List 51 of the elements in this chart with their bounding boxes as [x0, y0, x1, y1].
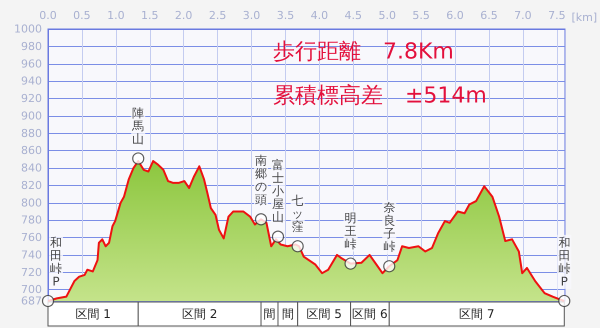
y-tick-label: 800: [21, 196, 42, 210]
y-tick-label: 780: [21, 214, 42, 227]
x-tick-label: 3.0: [242, 9, 260, 22]
y-tick-label: 920: [21, 92, 42, 106]
y-tick-label: 960: [21, 57, 42, 70]
annotation: 陣馬山: [131, 106, 144, 146]
x-tick-label: 2.0: [174, 9, 192, 22]
y-tick-label: 880: [21, 126, 42, 140]
x-tick-label: 5.5: [412, 9, 430, 22]
y-tick-label: 940: [21, 74, 42, 88]
x-tick-label: 4.0: [310, 9, 328, 22]
text: 累積標高差 ±514m: [273, 84, 487, 108]
text: 間: [282, 307, 294, 321]
x-tick-label: 0.5: [73, 9, 91, 22]
annotation: 南郷の頭: [255, 154, 268, 207]
y-tick-label: 720: [21, 266, 42, 279]
x-tick-label: 0.0: [39, 9, 57, 22]
y-tick-label: 840: [21, 162, 42, 175]
text: 区間 5: [306, 307, 342, 321]
annotation: 和田峠P: [558, 235, 570, 288]
x-tick-label: 4.5: [344, 9, 362, 22]
x-tick-label: 3.5: [276, 9, 294, 22]
text: 区間 2: [182, 307, 218, 321]
y-tick-label: 900: [21, 109, 42, 122]
text: 区間 7: [459, 307, 494, 321]
y-tick-label: 1000: [14, 22, 42, 36]
x-axis-title: [km]: [571, 11, 598, 24]
y-tick-label: 980: [21, 40, 42, 53]
text: 間: [264, 307, 276, 321]
annotation: 明王峠: [344, 211, 357, 252]
x-tick-label: 1.0: [107, 9, 125, 22]
annotation: 七ッ窪: [292, 194, 304, 234]
y-tick-label: 740: [21, 248, 42, 262]
annotation: 奈良子峠: [383, 200, 396, 254]
x-tick-label: 6.5: [480, 9, 498, 22]
x-tick-label: 7.5: [548, 9, 566, 22]
text: 区間 1: [75, 307, 111, 321]
x-tick-label: 7.0: [514, 9, 532, 22]
y-tick-label: 760: [21, 231, 42, 244]
y-tick-label: 860: [21, 144, 42, 158]
x-tick-label: 2.5: [208, 9, 226, 22]
x-tick-label: 1.5: [141, 9, 159, 22]
y-tick-label: 820: [21, 178, 42, 192]
x-tick-label: 6.0: [446, 9, 464, 22]
x-tick-label: 5.0: [378, 9, 396, 22]
y-tick-label: 687: [21, 294, 42, 308]
annotation: 富士小屋山: [272, 158, 284, 224]
text: 歩行距離 7.8Km: [273, 40, 454, 64]
y-tick-label: 700: [21, 283, 42, 296]
annotation: 和田峠P: [50, 235, 62, 288]
text: 区間 6: [352, 307, 388, 321]
